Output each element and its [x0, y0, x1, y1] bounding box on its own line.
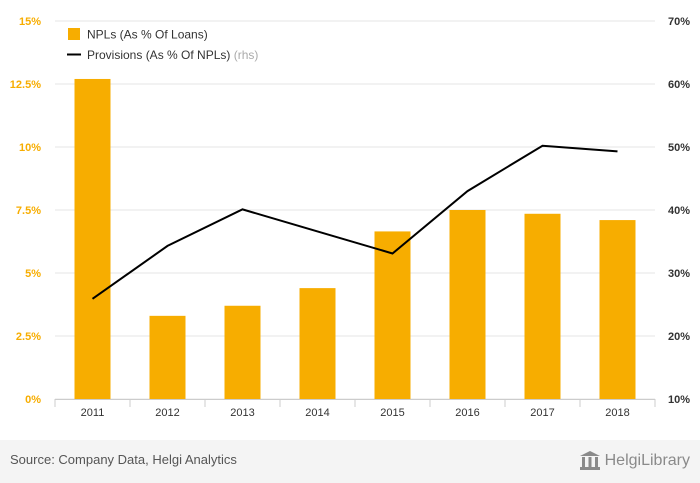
y-right-tick-label: 50%: [668, 142, 690, 154]
legend-rhs-note: (rhs): [234, 48, 259, 62]
bar: [149, 315, 186, 399]
x-tick-label: 2015: [380, 407, 404, 419]
x-tick-label: 2012: [155, 407, 179, 419]
legend-label-npls: NPLs (As % Of Loans): [87, 28, 208, 42]
y-left-tick-label: 2.5%: [16, 331, 41, 343]
x-tick-label: 2018: [605, 407, 629, 419]
y-right-tick-label: 20%: [668, 331, 690, 343]
bar: [374, 231, 411, 399]
bar: [74, 78, 111, 400]
bar: [224, 305, 261, 399]
y-right-tick-label: 40%: [668, 205, 690, 217]
x-tick-label: 2016: [455, 407, 479, 419]
y-left-tick-label: 5%: [25, 268, 41, 280]
chart-area: 0% 10% 2.5% 20% 5% 30% 7.5% 40% 10% 50% 12.5% 60% 15…: [10, 16, 690, 419]
footer: Source: Company Data, Helgi Analytics He…: [0, 440, 700, 483]
y-right-tick-label: 70%: [668, 16, 690, 28]
provisions-line: [91, 144, 618, 300]
x-tick-label: 2011: [81, 407, 105, 419]
y-right-tick-label: 30%: [668, 268, 690, 280]
y-right-tick-label: 10%: [668, 394, 690, 406]
brand-name: HelgiLibrary: [604, 452, 690, 469]
legend-swatch-npls: [68, 28, 80, 40]
bar: [524, 213, 561, 399]
x-tick-label: 2017: [530, 407, 554, 419]
bar: [599, 220, 636, 399]
x-tick-label: 2013: [230, 407, 254, 419]
chart-svg: 0% 10% 2.5% 20% 5% 30% 7.5% 40% 10% 50% 12.5% 60% 15…: [10, 16, 690, 419]
brand-logo[interactable]: HelgiLibrary: [579, 449, 690, 473]
source-text: Source: Company Data, Helgi Analytics: [10, 452, 237, 467]
y-left-tick-label: 12.5%: [10, 79, 41, 91]
y-left-tick-label: 0%: [25, 394, 41, 406]
y-left-tick-label: 7.5%: [16, 205, 41, 217]
y-left-tick-label: 10%: [19, 142, 41, 154]
x-tick-label: 2014: [305, 407, 329, 419]
bar: [299, 288, 336, 399]
legend-label-provisions: Provisions (As % Of NPLs) (rhs): [87, 48, 258, 62]
y-right-tick-label: 60%: [668, 79, 690, 91]
bar: [449, 210, 486, 399]
library-icon: [579, 451, 600, 470]
y-left-tick-label: 15%: [19, 16, 41, 28]
